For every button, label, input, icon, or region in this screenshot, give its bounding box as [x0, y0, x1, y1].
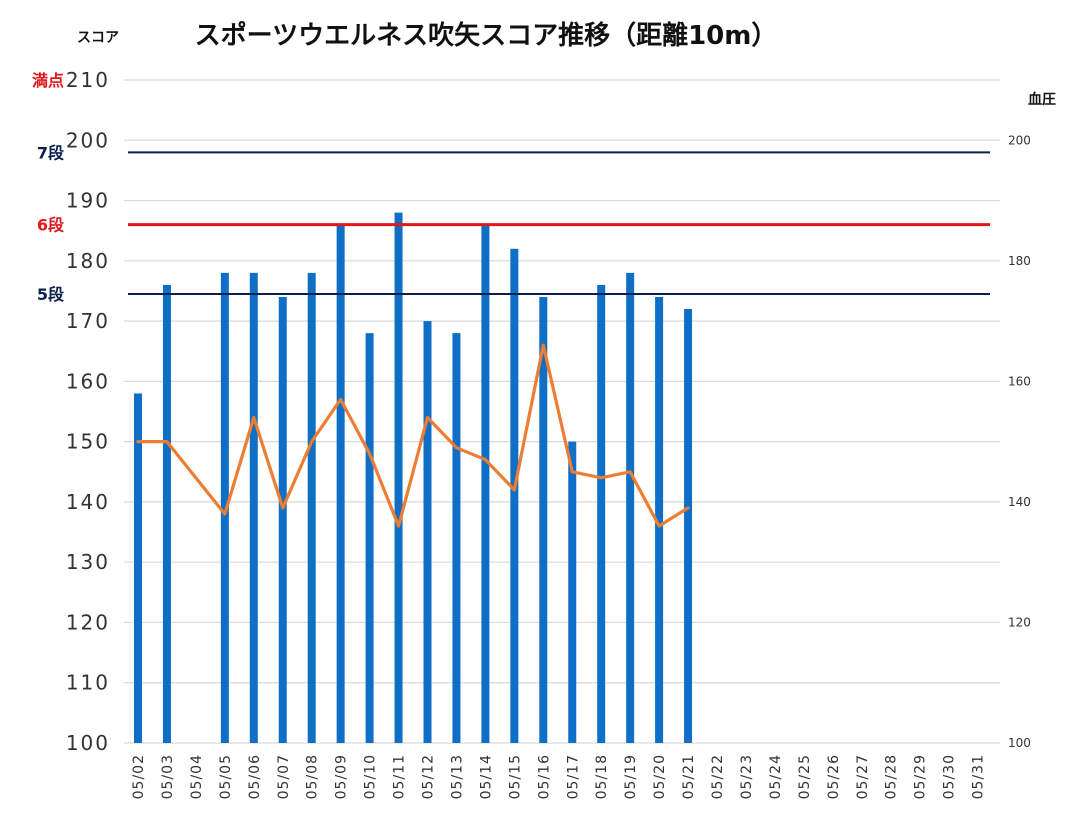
x-tick-label: 05/05	[218, 754, 234, 799]
x-tick-label: 05/16	[536, 754, 552, 799]
y-tick-label: 140	[66, 490, 110, 514]
y2-axis-ticks: 100 120 140 160 180 200	[1008, 133, 1031, 750]
x-tick-label: 05/07	[276, 754, 292, 799]
gridlines	[124, 79, 1000, 744]
x-tick-label: 05/30	[942, 754, 958, 799]
x-tick-label: 05/11	[392, 754, 408, 799]
bar	[626, 272, 635, 743]
x-tick-label: 05/03	[160, 754, 176, 799]
bar	[394, 212, 403, 744]
y-tick-label: 160	[66, 369, 110, 393]
chart-title: スポーツウエルネス吹矢スコア推移（距離10m）	[195, 20, 778, 51]
y2-tick-label: 100	[1008, 736, 1031, 750]
x-tick-label: 05/19	[623, 754, 639, 799]
blood-pressure-series	[136, 343, 690, 528]
bar	[452, 333, 461, 743]
x-tick-label: 05/13	[449, 754, 465, 799]
series-line	[136, 343, 690, 528]
x-tick-label: 05/23	[739, 754, 755, 799]
x-tick-label: 05/09	[334, 754, 350, 799]
y-tick-label: 180	[66, 249, 110, 273]
x-tick-label: 05/21	[681, 754, 697, 799]
y-tick-label: 110	[66, 671, 110, 695]
bar	[655, 296, 664, 743]
bar	[336, 224, 345, 743]
y-tick-label: 130	[66, 550, 110, 574]
y2-tick-label: 200	[1008, 133, 1031, 147]
y2-axis-label: 血圧	[1028, 91, 1056, 108]
x-tick-label: 05/17	[565, 754, 581, 799]
reference-label: 5段	[37, 285, 65, 304]
bar	[365, 333, 374, 743]
bar	[597, 284, 606, 743]
y2-tick-label: 120	[1008, 615, 1031, 629]
x-tick-label: 05/31	[971, 754, 987, 799]
x-tick-label: 05/15	[507, 754, 523, 799]
bar	[684, 309, 693, 743]
y-tick-label: 200	[66, 128, 110, 152]
y-tick-label: 100	[66, 731, 110, 755]
x-tick-label: 05/20	[652, 754, 668, 799]
bar	[568, 441, 577, 743]
y2-tick-label: 180	[1008, 254, 1031, 268]
reference-lines: 満点 7段 6段 5段	[32, 71, 990, 304]
x-tick-label: 05/08	[305, 754, 321, 799]
y-tick-label: 150	[66, 430, 110, 454]
x-tick-label: 05/06	[247, 754, 263, 799]
reference-label: 6段	[37, 216, 65, 235]
x-tick-label: 05/26	[826, 754, 842, 799]
y2-tick-label: 160	[1008, 374, 1031, 388]
bar	[249, 272, 258, 743]
x-tick-label: 05/25	[797, 754, 813, 799]
x-axis-ticks: 05/02 05/03 05/04 05/05 05/06 05/07 05/08 05/09…	[131, 754, 987, 799]
bar	[510, 248, 519, 743]
x-tick-label: 05/02	[131, 754, 147, 799]
y-tick-label: 210	[66, 68, 110, 92]
bar	[481, 224, 490, 743]
bar	[539, 296, 548, 743]
bar-series	[134, 212, 693, 744]
bar	[134, 393, 142, 743]
y-axis-label: スコア	[77, 30, 119, 46]
bar	[423, 321, 432, 743]
bar	[162, 284, 171, 743]
x-tick-label: 05/24	[768, 754, 784, 799]
y-tick-label: 170	[66, 309, 110, 333]
x-tick-label: 05/14	[478, 754, 494, 799]
x-tick-label: 05/29	[913, 754, 929, 799]
x-tick-label: 05/22	[710, 754, 726, 799]
y-axis-ticks: 100 110 120 130 140 150 160 170 180 190 200 210	[66, 68, 110, 755]
x-tick-label: 05/27	[855, 754, 871, 799]
x-tick-label: 05/12	[421, 754, 437, 799]
y-tick-label: 120	[66, 610, 110, 634]
bar	[220, 272, 229, 743]
reference-label: 満点	[32, 71, 64, 90]
x-tick-label: 05/18	[594, 754, 610, 799]
bar	[307, 272, 316, 743]
y-tick-label: 190	[66, 189, 110, 213]
y2-tick-label: 140	[1008, 495, 1031, 509]
x-tick-label: 05/10	[363, 754, 379, 799]
bar	[278, 296, 287, 743]
x-tick-label: 05/04	[189, 754, 205, 799]
reference-label: 7段	[37, 143, 65, 162]
x-tick-label: 05/28	[884, 754, 900, 799]
